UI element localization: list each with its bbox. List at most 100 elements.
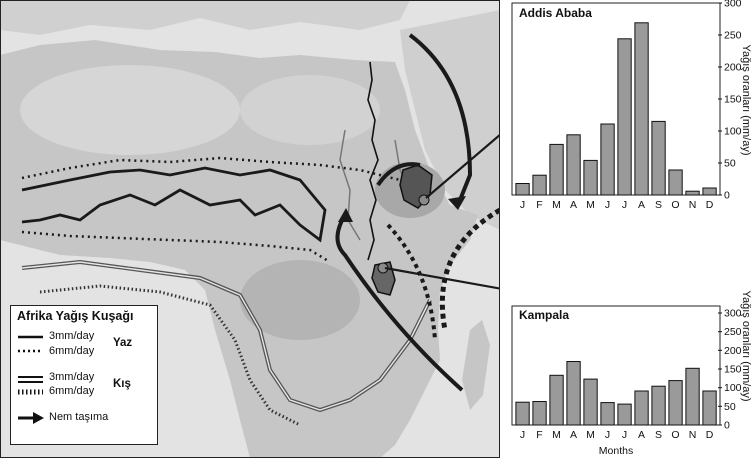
bar-m-4 [583,159,598,196]
y-tick-label: 100 [724,382,742,394]
moisture-arrow-loop [376,162,421,187]
x-tick-label: M [586,429,595,441]
x-tick-label: S [655,199,662,211]
chart-frame [511,305,721,426]
x-tick-label: A [638,199,645,211]
x-tick-label: A [638,429,645,441]
y-tick-label: 0 [724,190,730,202]
bar-m-4 [583,378,598,426]
madagascar-landmass [462,320,490,410]
bar-f-1 [532,174,547,196]
bar-o-9 [668,380,683,426]
bar-a-7 [634,22,649,196]
y-tick-label: 0 [724,420,730,432]
bar-a-3 [566,361,581,426]
bar-d-11 [702,390,717,426]
x-tick-label: M [552,429,561,441]
y-tick-label: 200 [724,62,742,74]
x-tick-label: O [671,429,679,441]
summer-6mm-band [21,156,401,182]
x-tick-label: J [622,199,627,211]
arabia-landmass [400,10,500,230]
x-tick-label: M [586,199,595,211]
bar-j-6 [617,38,632,196]
bar-s-8 [651,385,666,426]
x-tick-label: O [671,199,679,211]
x-tick-label: F [536,429,542,441]
y-tick-label: 300 [724,308,742,320]
chart-title: Kampala [519,308,569,322]
moisture-transport-label: Nem taşıma [49,411,109,423]
x-tick-label: A [570,199,577,211]
y-tick-label: 200 [724,345,742,357]
nile-river [367,61,379,261]
x-tick-label: J [622,429,627,441]
summer-3mm-label: 3mm/day [49,330,95,342]
bar-j-5 [600,123,615,196]
moisture-arrowhead-north [448,196,466,210]
y-tick-label: 50 [724,158,736,170]
legend-title: Afrika Yağış Kuşağı [17,309,134,323]
y-tick-label: 150 [724,94,742,106]
winter-6mm-band [39,284,301,427]
summer-label: Yaz [113,337,133,349]
x-tick-label: J [520,429,525,441]
addis-ababa-connector [425,133,500,199]
bar-d-11 [702,187,717,196]
winter-6mm-label: 6mm/day [49,385,95,397]
x-axis-title: Months [599,445,633,457]
bar-f-1 [532,401,547,426]
eastern-sahara-shading [240,75,380,145]
bar-j-0 [515,183,530,196]
bar-a-3 [566,134,581,196]
x-tick-label: D [706,199,714,211]
bar-a-7 [634,390,649,426]
x-tick-label: J [520,199,525,211]
bar-j-5 [600,402,615,426]
winter-3mm-label: 3mm/day [49,371,95,383]
moisture-arrow-southwest [335,213,464,392]
bar-n-10 [685,367,700,426]
chart-frame [511,2,721,196]
kampala-connector [384,266,500,290]
summer-6mm-label: 6mm/day [49,345,95,357]
rainfall-belt-legend: Afrika Yağış Kuşağı 3mm/day 6mm/day Yaz … [10,305,158,445]
lake-victoria [371,261,396,296]
x-tick-label: F [536,199,542,211]
x-tick-label: M [552,199,561,211]
winter-label: Kış [113,378,131,390]
sahara-shading [20,65,240,155]
x-tick-label: N [689,429,697,441]
arrow-right-icon [33,412,44,424]
x-tick-label: A [570,429,577,441]
river-tributary [339,129,361,241]
bar-n-10 [685,190,700,196]
africa-rainfall-map [0,0,500,458]
congo-basin-shading [240,260,360,340]
bar-m-2 [549,143,564,196]
bar-m-2 [549,374,564,426]
y-tick-label: 100 [724,126,742,138]
y-tick-label: 50 [724,401,736,413]
bar-o-9 [668,169,683,196]
winter-3mm-band-inner [21,261,431,411]
x-tick-label: J [605,429,610,441]
summer-3mm-band [21,166,327,243]
moisture-arrowhead-southwest [338,208,353,222]
x-tick-label: N [689,199,697,211]
chart-title: Addis Ababa [519,6,592,20]
x-tick-label: S [655,429,662,441]
x-tick-label: D [706,429,714,441]
y-axis-label: Yağış oranları (mm/ay) [740,290,752,401]
europe-landmass [0,0,410,35]
bar-s-8 [651,120,666,196]
moisture-arrow-north [408,33,473,206]
y-tick-label: 250 [724,326,742,338]
bar-j-0 [515,401,530,426]
y-tick-label: 300 [724,0,742,10]
legend-symbols [18,335,44,424]
y-axis-label: Yağış oranları (mm/ay) [740,44,752,155]
x-tick-label: J [605,199,610,211]
